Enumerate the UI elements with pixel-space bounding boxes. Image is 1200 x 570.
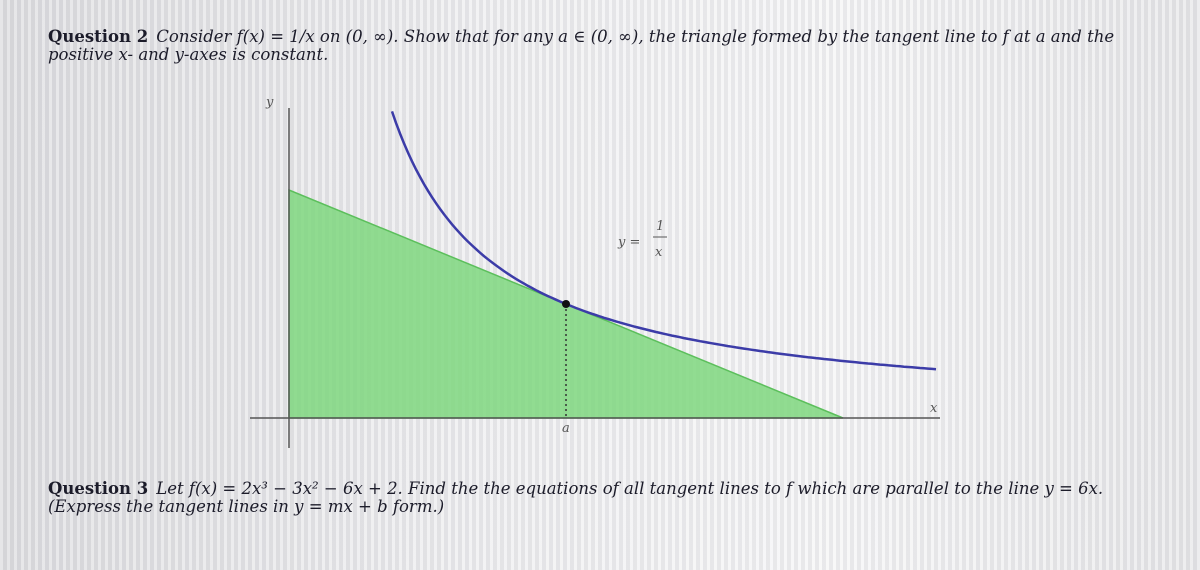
- question-text: Consider f(x) = 1/x on (0, ∞). Show that…: [48, 27, 1115, 64]
- tangent-point: [562, 300, 570, 308]
- question-label: Question 2: [48, 27, 149, 46]
- question-3: Question 3 Let f(x) = 2x³ − 3x² − 6x + 2.…: [48, 480, 1178, 516]
- question-text: Let f(x) = 2x³ − 3x² − 6x + 2. Find the …: [48, 479, 1104, 516]
- y-axis-label: y: [265, 95, 274, 110]
- curve: [390, 110, 937, 371]
- curve-label: y =: [617, 235, 640, 250]
- point-label: a: [562, 421, 570, 436]
- curve-label-numerator: 1: [656, 219, 664, 234]
- question-label: Question 3: [48, 479, 149, 498]
- curve-label-denominator: x: [655, 245, 663, 260]
- question-2: Question 2 Consider f(x) = 1/x on (0, ∞).…: [48, 28, 1178, 64]
- x-axis-label: x: [930, 401, 938, 416]
